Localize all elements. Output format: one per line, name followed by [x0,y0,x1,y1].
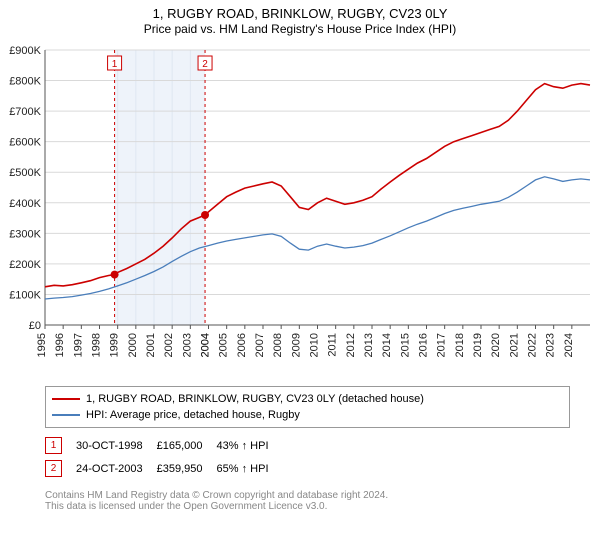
svg-text:2014: 2014 [381,333,393,357]
svg-text:£600K: £600K [9,137,41,149]
transaction-delta: 65% ↑ HPI [217,457,283,480]
svg-text:2017: 2017 [436,333,448,357]
footer-line2: This data is licensed under the Open Gov… [45,501,570,512]
svg-text:2003: 2003 [181,333,193,357]
chart-container: 1, RUGBY ROAD, BRINKLOW, RUGBY, CV23 0LY… [0,6,600,512]
svg-text:£900K: £900K [9,45,41,57]
legend-label: 1, RUGBY ROAD, BRINKLOW, RUGBY, CV23 0LY… [86,393,424,405]
svg-text:2005: 2005 [218,333,230,357]
transaction-marker: 1 [45,437,62,454]
svg-text:2011: 2011 [327,333,339,357]
chart-title-sub: Price paid vs. HM Land Registry's House … [0,22,600,36]
transaction-date: 24-OCT-2003 [76,457,157,480]
svg-text:£300K: £300K [9,228,41,240]
svg-text:2007: 2007 [254,333,266,357]
svg-text:2010: 2010 [309,333,321,357]
svg-text:2004: 2004 [200,333,212,357]
svg-text:£800K: £800K [9,76,41,88]
legend: 1, RUGBY ROAD, BRINKLOW, RUGBY, CV23 0LY… [45,386,570,428]
svg-text:2001: 2001 [145,333,157,357]
svg-text:£500K: £500K [9,167,41,179]
svg-text:£700K: £700K [9,106,41,118]
svg-text:2002: 2002 [163,333,175,357]
svg-text:2018: 2018 [454,333,466,357]
transaction-price: £359,950 [157,457,217,480]
svg-text:2008: 2008 [272,333,284,357]
legend-item: 1, RUGBY ROAD, BRINKLOW, RUGBY, CV23 0LY… [52,391,563,407]
chart-title-address: 1, RUGBY ROAD, BRINKLOW, RUGBY, CV23 0LY [0,6,600,21]
svg-text:1998: 1998 [91,333,103,357]
svg-text:2015: 2015 [399,333,411,357]
svg-text:2022: 2022 [527,333,539,357]
svg-text:2006: 2006 [236,333,248,357]
svg-text:2020: 2020 [490,333,502,357]
svg-text:2000: 2000 [127,333,139,357]
svg-text:£200K: £200K [9,259,41,271]
svg-text:2: 2 [202,59,208,70]
legend-swatch [52,398,80,400]
svg-text:£0: £0 [29,320,41,332]
transaction-marker: 2 [45,460,62,477]
svg-text:1996: 1996 [54,333,66,357]
transaction-row: 2 24-OCT-2003£359,95065% ↑ HPI [45,457,283,480]
transaction-price: £165,000 [157,434,217,457]
legend-label: HPI: Average price, detached house, Rugb… [86,409,300,421]
transactions-table: 1 30-OCT-1998£165,00043% ↑ HPI 2 24-OCT-200… [45,434,283,480]
transaction-delta: 43% ↑ HPI [217,434,283,457]
transaction-date: 30-OCT-1998 [76,434,157,457]
svg-text:2013: 2013 [363,333,375,357]
svg-text:£100K: £100K [9,289,41,301]
svg-text:1999: 1999 [109,333,121,357]
footer-attribution: Contains HM Land Registry data © Crown c… [45,490,570,512]
footer-line1: Contains HM Land Registry data © Crown c… [45,490,570,501]
price-chart: £0 £100K £200K £300K £400K £500K £600K £700K £80… [0,40,600,380]
transaction-row: 1 30-OCT-1998£165,00043% ↑ HPI [45,434,283,457]
svg-text:2024: 2024 [563,333,575,357]
svg-text:2019: 2019 [472,333,484,357]
legend-item: HPI: Average price, detached house, Rugb… [52,407,563,423]
svg-text:1: 1 [112,59,118,70]
svg-text:1997: 1997 [72,333,84,357]
svg-text:2023: 2023 [545,333,557,357]
legend-swatch [52,414,80,416]
svg-text:1995: 1995 [36,333,48,357]
svg-text:£400K: £400K [9,198,41,210]
svg-text:2016: 2016 [418,333,430,357]
svg-text:2012: 2012 [345,333,357,357]
svg-text:2021: 2021 [508,333,520,357]
svg-text:2009: 2009 [290,333,302,357]
